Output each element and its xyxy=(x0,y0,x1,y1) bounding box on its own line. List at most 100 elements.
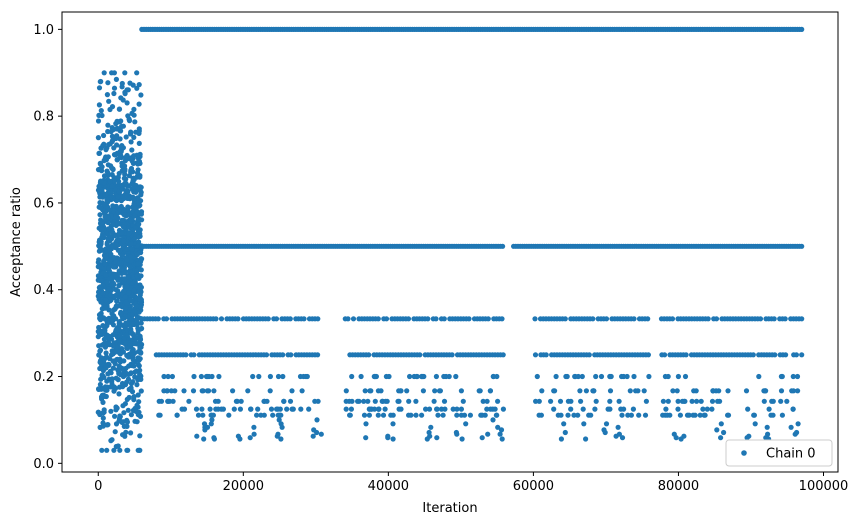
data-point xyxy=(104,447,110,453)
data-point xyxy=(100,143,106,149)
data-point xyxy=(138,189,144,195)
data-point xyxy=(414,373,420,380)
data-point xyxy=(449,352,455,358)
data-point xyxy=(598,373,605,380)
legend-marker xyxy=(741,450,747,456)
y-tick-label: 0.6 xyxy=(33,196,54,211)
data-point xyxy=(129,147,135,153)
data-point xyxy=(485,431,491,437)
data-point xyxy=(131,201,137,207)
data-point xyxy=(343,388,349,394)
data-point xyxy=(563,373,569,380)
data-point xyxy=(106,98,112,104)
data-point xyxy=(97,381,103,388)
data-point xyxy=(533,398,539,404)
x-axis-label: Iteration xyxy=(422,501,477,516)
data-point xyxy=(135,234,141,240)
x-tick-label: 80000 xyxy=(658,479,699,494)
data-point xyxy=(114,142,120,148)
data-point xyxy=(135,200,141,206)
data-point xyxy=(122,270,128,276)
data-point xyxy=(123,154,129,160)
data-point xyxy=(497,431,503,437)
data-point xyxy=(438,406,445,412)
data-point xyxy=(766,406,772,412)
data-point xyxy=(390,412,396,418)
data-point xyxy=(772,352,778,358)
data-point xyxy=(131,287,137,293)
data-point xyxy=(119,193,125,199)
data-point xyxy=(425,316,431,322)
data-point xyxy=(450,406,456,412)
data-point xyxy=(385,435,391,441)
data-point xyxy=(367,388,373,394)
data-point xyxy=(118,95,124,101)
data-point xyxy=(96,183,102,189)
data-point xyxy=(247,435,253,441)
data-point xyxy=(111,388,117,394)
data-point xyxy=(128,297,134,303)
data-point xyxy=(350,316,357,322)
data-point xyxy=(96,343,102,349)
data-point xyxy=(752,421,758,427)
data-point xyxy=(208,421,214,427)
data-point xyxy=(366,412,372,418)
data-point xyxy=(117,207,123,213)
data-point xyxy=(261,412,267,418)
data-point xyxy=(467,412,473,418)
data-point xyxy=(131,333,137,339)
data-point xyxy=(441,373,447,380)
data-point xyxy=(117,247,123,254)
data-point xyxy=(120,373,126,380)
data-point xyxy=(390,436,396,442)
data-point xyxy=(492,406,498,412)
data-point xyxy=(134,382,140,388)
data-point xyxy=(478,412,484,418)
data-point xyxy=(102,327,108,334)
data-point xyxy=(234,398,240,404)
data-point xyxy=(375,388,381,394)
data-point xyxy=(310,433,316,439)
data-point xyxy=(267,373,273,380)
data-point xyxy=(101,201,107,207)
data-point xyxy=(605,406,611,412)
data-point xyxy=(121,423,127,429)
data-point xyxy=(581,421,587,427)
data-point xyxy=(116,321,122,327)
data-point xyxy=(487,388,493,394)
data-point xyxy=(607,388,614,394)
data-point xyxy=(126,394,132,401)
data-point xyxy=(132,279,138,285)
data-point xyxy=(577,388,583,394)
data-point xyxy=(433,316,439,322)
data-point xyxy=(435,412,441,418)
data-point xyxy=(124,187,130,194)
data-point xyxy=(463,421,469,427)
data-point xyxy=(583,388,590,394)
data-point xyxy=(761,398,767,404)
data-point xyxy=(792,431,798,437)
data-point xyxy=(619,373,625,380)
data-point xyxy=(96,102,102,108)
data-point xyxy=(210,412,216,418)
data-point xyxy=(628,412,635,418)
data-point xyxy=(128,412,134,418)
data-point xyxy=(130,379,136,385)
data-point xyxy=(646,373,652,380)
data-point xyxy=(778,398,784,404)
y-axis-label: Acceptance ratio xyxy=(9,187,24,297)
data-point xyxy=(98,278,104,284)
data-point xyxy=(361,412,368,418)
data-point xyxy=(124,447,130,453)
data-point xyxy=(211,388,217,394)
data-point xyxy=(347,412,353,418)
data-point xyxy=(134,251,140,257)
data-point xyxy=(575,412,581,418)
data-point xyxy=(265,316,271,322)
data-point xyxy=(434,435,440,441)
data-point xyxy=(562,429,568,436)
data-point xyxy=(107,207,113,213)
data-point xyxy=(108,352,115,358)
data-point xyxy=(113,375,119,381)
data-point xyxy=(288,352,294,358)
